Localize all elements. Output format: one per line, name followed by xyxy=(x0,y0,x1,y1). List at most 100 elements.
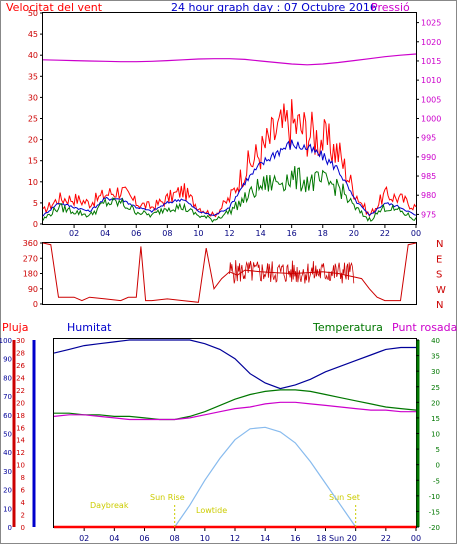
direction-noise-line xyxy=(229,260,355,284)
humidity-line xyxy=(53,339,416,390)
sunset-label: Sun Set xyxy=(329,493,360,502)
rain-y-tick-label: 20 xyxy=(16,399,25,407)
humidity-y-tick-label: 10 xyxy=(3,505,12,513)
climate-x-tick-label: 08 xyxy=(170,534,180,543)
climate-x-tick-label: 06 xyxy=(139,534,149,543)
rain-y-tick-label: 24 xyxy=(16,374,25,382)
wind-y-tick-label: 25 xyxy=(28,115,38,124)
daybreak-label: Daybreak xyxy=(90,501,129,510)
climate-x-tick-label: 00 xyxy=(411,534,421,543)
rain-y-tick-label: 22 xyxy=(16,387,25,395)
pressure-y-tick-label: 990 xyxy=(421,153,436,162)
rain-y-tick-label: 4 xyxy=(21,499,26,507)
pressure-y-tick-label: 1025 xyxy=(421,19,441,28)
rain-y-tick-label: 14 xyxy=(16,437,25,445)
humidity-y-tick-label: 50 xyxy=(3,431,12,439)
wind-y-tick-label: 20 xyxy=(28,136,38,145)
wind-y-tick-label: 10 xyxy=(28,178,38,187)
pressure-y-tick-label: 1015 xyxy=(421,57,441,66)
wind-x-tick-label: 16 xyxy=(287,229,297,238)
compass-label: S xyxy=(436,270,442,281)
temperature-label: Temperatura xyxy=(312,321,383,334)
humidity-label: Humitat xyxy=(67,321,112,334)
rain-label: Pluja xyxy=(2,321,28,334)
direction-y-tick-label: 180 xyxy=(23,270,38,279)
climate-x-tick-label: 04 xyxy=(109,534,119,543)
compass-label: N xyxy=(436,300,443,311)
climate-x-tick-label: 16 xyxy=(290,534,300,543)
temp-y-tick-label: 40 xyxy=(431,337,440,345)
wind-x-tick-label: 02 xyxy=(69,229,79,238)
temp-y-tick-label: -20 xyxy=(429,524,440,532)
wind-x-tick-label: 12 xyxy=(224,229,234,238)
compass-label: W xyxy=(436,285,446,296)
pressure-y-tick-label: 1005 xyxy=(421,95,441,104)
dewpoint-label: Punt rosada xyxy=(392,321,457,334)
lowtide-label: Lowtide xyxy=(196,506,227,515)
wind-x-tick-label: 10 xyxy=(193,229,203,238)
rain-y-tick-label: 30 xyxy=(16,337,25,345)
wind-x-tick-label: 00 xyxy=(411,229,421,238)
temp-y-tick-label: 10 xyxy=(431,431,440,439)
wind-speed-label: Velocitat del vent xyxy=(6,1,103,14)
compass-label: E xyxy=(436,254,442,265)
humidity-y-tick-label: 90 xyxy=(3,356,12,364)
climate-x-tick-label: 22 xyxy=(381,534,391,543)
humidity-y-tick-label: 20 xyxy=(3,487,12,495)
wind-gust-line xyxy=(42,99,417,218)
sunrise-label: Sun Rise xyxy=(150,493,185,502)
direction-y-tick-label: 0 xyxy=(33,300,38,309)
climate-x-tick-label: 02 xyxy=(79,534,89,543)
pressure-y-tick-label: 980 xyxy=(421,191,436,200)
wind-y-tick-label: 35 xyxy=(28,72,38,81)
temp-y-tick-label: 0 xyxy=(436,462,440,470)
wind-x-tick-label: 22 xyxy=(380,229,390,238)
temp-y-tick-label: -5 xyxy=(433,477,440,485)
wind-x-tick-label: 06 xyxy=(131,229,141,238)
rain-y-tick-label: 12 xyxy=(16,449,25,457)
wind-speed-line xyxy=(42,166,417,223)
temp-y-tick-label: 5 xyxy=(436,446,440,454)
rain-y-tick-label: 10 xyxy=(16,462,25,470)
wind-panel-frame xyxy=(42,12,417,225)
temperature-line xyxy=(54,389,417,421)
sunset-tick-label: 18 Sun 20 xyxy=(316,534,357,543)
climate-panel-frame xyxy=(53,338,417,528)
wind-x-tick-label: 18 xyxy=(318,229,328,238)
pressure-y-tick-label: 985 xyxy=(421,172,436,181)
temp-y-tick-label: 20 xyxy=(431,399,440,407)
rain-y-tick-label: 2 xyxy=(21,512,25,520)
pressure-y-tick-label: 1010 xyxy=(421,76,441,85)
temp-y-tick-label: -10 xyxy=(429,493,440,501)
climate-x-tick-label: 10 xyxy=(200,534,210,543)
rain-y-tick-label: 6 xyxy=(21,487,26,495)
direction-y-tick-label: 360 xyxy=(23,239,38,248)
wind-x-tick-label: 14 xyxy=(255,229,265,238)
pressure-y-tick-label: 995 xyxy=(421,134,436,143)
humidity-y-tick-label: 60 xyxy=(3,412,12,420)
wind-y-tick-label: 50 xyxy=(28,9,38,18)
wind-average-line xyxy=(42,139,417,217)
temp-y-tick-label: -15 xyxy=(429,508,440,516)
direction-y-tick-label: 270 xyxy=(23,254,38,263)
wind-y-tick-label: 30 xyxy=(28,93,38,102)
rain-y-tick-label: 28 xyxy=(16,349,25,357)
humidity-y-tick-label: 30 xyxy=(3,468,12,476)
humidity-y-tick-label: 80 xyxy=(3,374,12,382)
wind-y-tick-label: 40 xyxy=(28,51,38,60)
temp-y-tick-label: 35 xyxy=(431,353,440,361)
pressure-line xyxy=(42,53,417,66)
climate-x-tick-label: 12 xyxy=(230,534,240,543)
wind-x-tick-label: 08 xyxy=(162,229,172,238)
graph-title: 24 hour graph day : 07 Octubre 2016 xyxy=(171,1,377,14)
rain-y-tick-label: 16 xyxy=(16,424,25,432)
dewpoint-line xyxy=(53,401,416,421)
temp-y-tick-label: 15 xyxy=(431,415,440,423)
temp-y-tick-label: 30 xyxy=(431,368,440,376)
humidity-y-tick-label: 0 xyxy=(8,524,12,532)
wind-x-tick-label: 20 xyxy=(349,229,359,238)
humidity-y-tick-label: 100 xyxy=(0,337,12,345)
rain-y-tick-label: 0 xyxy=(21,524,25,532)
temp-y-tick-label: 25 xyxy=(431,384,440,392)
rain-y-tick-label: 8 xyxy=(21,474,25,482)
